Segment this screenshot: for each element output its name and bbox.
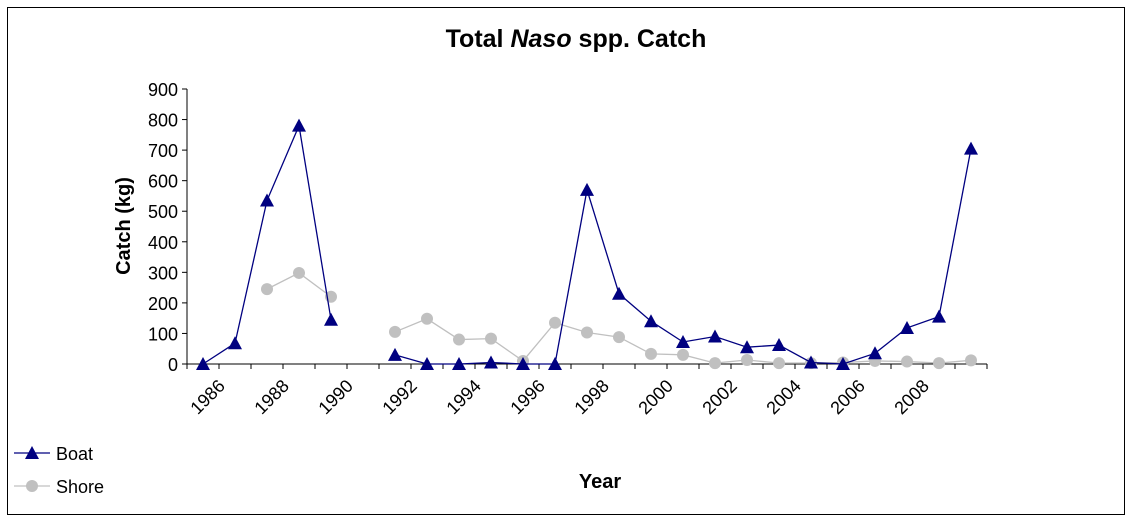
marker — [485, 332, 497, 345]
marker — [324, 312, 338, 326]
y-tick-label: 0 — [168, 355, 178, 375]
marker — [708, 329, 722, 343]
marker — [452, 357, 466, 370]
y-axis-title: Catch (kg) — [113, 177, 135, 275]
marker — [965, 354, 977, 367]
marker — [261, 283, 273, 296]
marker — [772, 338, 786, 352]
marker — [612, 286, 626, 300]
marker — [581, 326, 593, 339]
y-tick-label: 400 — [148, 233, 178, 253]
marker — [26, 480, 38, 492]
y-tick-label: 300 — [148, 263, 178, 283]
title-part: Total — [446, 25, 511, 53]
y-tick-label: 100 — [148, 324, 178, 344]
y-tick-label: 900 — [148, 80, 178, 100]
marker — [676, 335, 690, 348]
marker — [453, 333, 465, 346]
marker — [804, 355, 818, 369]
marker — [516, 357, 530, 370]
marker — [836, 357, 850, 370]
marker — [421, 312, 433, 325]
legend-label: Shore — [56, 477, 104, 497]
marker — [580, 182, 594, 196]
title-part: Naso — [510, 25, 571, 53]
marker — [677, 348, 689, 361]
y-tick-label: 700 — [148, 141, 178, 161]
marker — [741, 354, 753, 367]
y-tick-label: 600 — [148, 172, 178, 192]
y-tick-label: 500 — [148, 202, 178, 222]
marker — [549, 316, 561, 329]
marker — [868, 346, 882, 360]
marker — [388, 347, 402, 361]
marker — [964, 141, 978, 155]
marker — [740, 340, 754, 354]
marker — [292, 118, 306, 132]
y-tick-label: 200 — [148, 294, 178, 314]
chart-border — [7, 7, 1125, 515]
marker — [228, 336, 242, 350]
marker — [933, 357, 945, 370]
marker — [773, 357, 785, 370]
marker — [25, 446, 39, 459]
marker — [548, 357, 562, 370]
legend-label: Boat — [56, 444, 93, 464]
marker — [196, 357, 210, 370]
marker — [293, 266, 305, 279]
marker — [613, 331, 625, 344]
marker — [420, 357, 434, 370]
title-part: spp. Catch — [572, 25, 707, 53]
marker — [389, 325, 401, 338]
marker — [484, 355, 498, 369]
marker — [901, 355, 913, 368]
y-tick-label: 800 — [148, 111, 178, 131]
marker — [645, 347, 657, 360]
x-axis-title: Year — [579, 471, 621, 493]
marker — [644, 314, 658, 328]
marker — [900, 320, 914, 334]
chart-title: Total Naso spp. Catch — [446, 25, 707, 53]
marker — [709, 357, 721, 370]
marker — [932, 309, 946, 323]
marker — [260, 193, 274, 207]
